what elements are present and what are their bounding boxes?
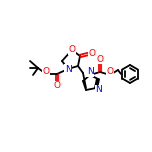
Text: O: O xyxy=(43,67,50,76)
Text: N: N xyxy=(87,67,93,76)
Text: O: O xyxy=(88,50,95,59)
Text: O: O xyxy=(69,45,76,55)
Text: O: O xyxy=(97,55,104,64)
Text: O: O xyxy=(107,67,114,76)
Text: N: N xyxy=(96,85,102,95)
Text: O: O xyxy=(54,81,60,90)
Text: N: N xyxy=(65,64,71,74)
